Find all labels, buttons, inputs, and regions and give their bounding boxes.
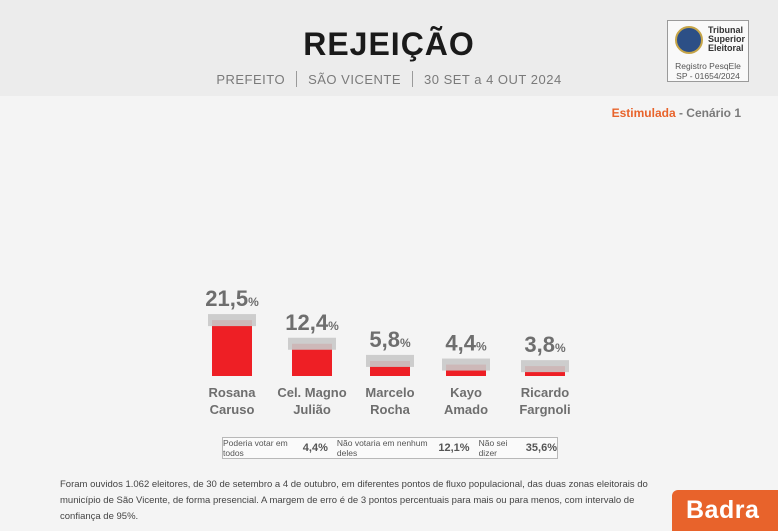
data-label: 12,4% [285,310,339,335]
scenario-name: - Cenário 1 [675,106,741,120]
category-label: Rosana [209,385,257,400]
tse-registration-box: Tribunal Superior Eleitoral Registro Pes… [667,20,749,82]
bar-cap [442,358,490,371]
bar-cap [288,337,336,350]
category-label: Ricardo [521,385,569,400]
data-label: 5,8% [369,327,411,352]
scenario-type: Estimulada [611,106,676,120]
methodology-note: Foram ouvidos 1.062 eleitores, de 30 de … [60,479,648,522]
divider [412,71,414,87]
legend-item-value: 12,1% [438,442,470,454]
data-label: 21,5% [205,286,259,311]
category-label: Caruso [210,402,255,417]
scenario-label: Estimulada - Cenário 1 [612,106,741,120]
data-label: 3,8% [524,332,566,357]
legend-item-label: Poderia votar em todos [223,438,288,458]
period-label: 30 SET a 4 OUT 2024 [424,71,562,87]
category-label: Fargnoli [519,402,570,417]
tse-name: Tribunal Superior Eleitoral [708,25,746,53]
divider [296,71,298,87]
category-label: Julião [293,402,331,417]
bar-cap [208,314,256,327]
data-label: 4,4% [445,331,487,356]
header: REJEIÇÃO PREFEITO SÃO VICENTE 30 SET a 4… [0,0,778,96]
page-title: REJEIÇÃO [303,26,475,62]
tse-seal-icon [675,26,703,54]
office-label: PREFEITO [216,71,286,87]
survey-info: PREFEITO SÃO VICENTE 30 SET a 4 OUT 2024 [0,71,778,87]
legend-box: Poderia votar em todos 4,4% Não votaria … [222,437,558,459]
city-label: SÃO VICENTE [308,71,402,87]
legend-item-value: 35,6% [525,442,557,454]
category-label: Kayo [450,385,482,400]
category-label: Amado [444,402,488,417]
legend-item-label: Não votaria em nenhum deles [336,438,428,458]
bar-cap [521,360,569,373]
category-label: Cel. Magno [277,385,346,400]
registration-number: Registro PesqEle SP - 01654/2024 [675,61,741,81]
category-label: Rocha [370,402,411,417]
brand-logo: Badra [672,490,778,531]
legend-item-label: Não sei dizer [478,438,508,458]
legend-item-value: 4,4% [302,442,328,454]
bar-cap [366,354,414,367]
category-label: Marcelo [365,385,414,400]
bar [212,320,252,376]
